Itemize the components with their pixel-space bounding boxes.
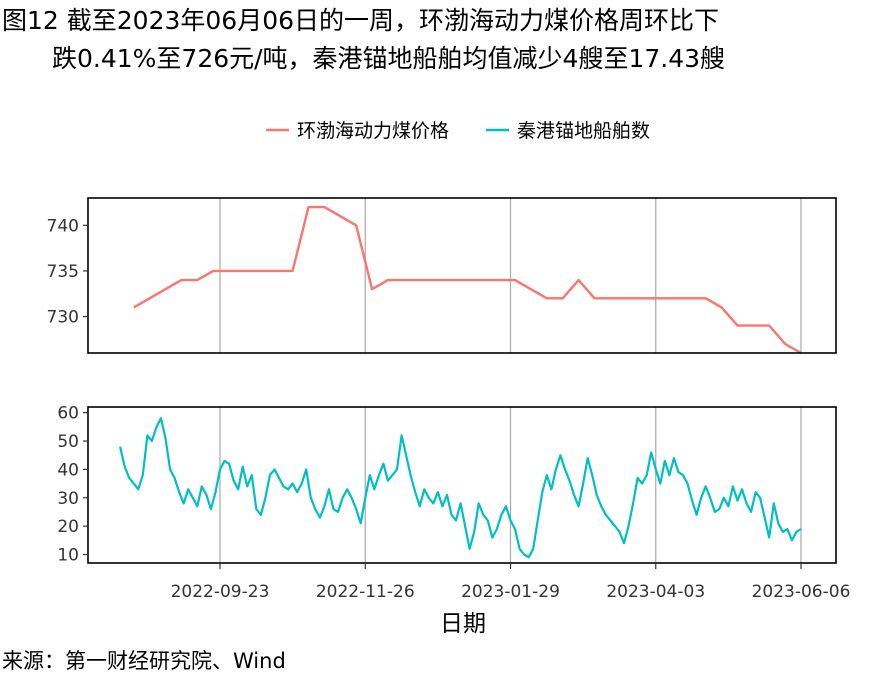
y-tick-label-2-1: 10	[57, 545, 79, 565]
source-note: 来源：第一财经研究院、Wind	[2, 649, 286, 673]
x-tick-label-3: 2023-01-29	[461, 582, 560, 602]
panel-border-2	[87, 406, 837, 564]
x-tick-label-4: 2023-04-03	[606, 582, 705, 602]
y-tick-label-1-1: 730	[47, 308, 79, 328]
chart-title-line2: 跌0.41%至726元/吨，秦港锚地船舶均值减少4艘至17.43艘	[52, 44, 726, 73]
chart-title: 图12 截至2023年06月06日的一周，环渤海动力煤价格周环比下 跌0.41%…	[0, 2, 885, 78]
legend-label-2: 秦港锚地船舶数	[517, 120, 650, 142]
series-line-price	[133, 205, 802, 355]
panel-price: 730 735 740	[47, 197, 837, 355]
legend-label-1: 环渤海动力煤价格	[297, 120, 449, 142]
chart-title-line1: 图12 截至2023年06月06日的一周，环渤海动力煤价格周环比下	[2, 6, 720, 35]
y-tick-label-1-3: 740	[47, 216, 79, 236]
y-tick-label-2-6: 60	[57, 404, 79, 424]
x-tick-label-2: 2022-11-26	[316, 582, 415, 602]
x-axis: 2022-09-23 2022-11-26 2023-01-29 2023-04-03…	[171, 563, 851, 602]
x-tick-label-5: 2023-06-06	[752, 582, 851, 602]
panel-border-1	[87, 197, 837, 354]
y-tick-label-2-2: 20	[57, 517, 79, 537]
series-line-ships	[119, 417, 802, 559]
y-tick-label-1-2: 735	[47, 262, 79, 282]
panel-ships: 10 20 30 40 50 60	[57, 404, 837, 565]
y-tick-label-2-5: 50	[57, 432, 79, 452]
y-tick-label-2-3: 30	[57, 489, 79, 509]
x-axis-label: 日期	[440, 611, 486, 637]
y-tick-label-2-4: 40	[57, 460, 79, 480]
legend: 环渤海动力煤价格 秦港锚地船舶数	[266, 120, 650, 142]
x-tick-label-1: 2022-09-23	[171, 582, 270, 602]
